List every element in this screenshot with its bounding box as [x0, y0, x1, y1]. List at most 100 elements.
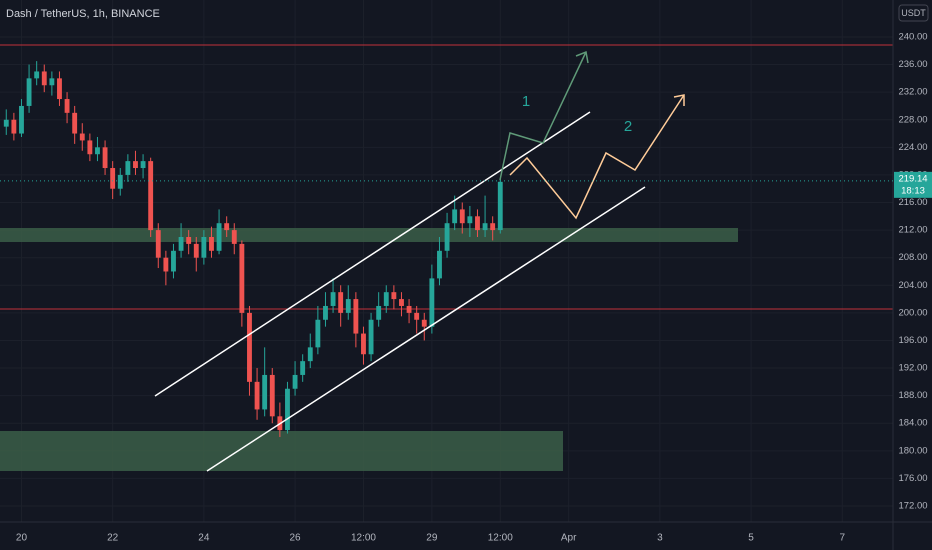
- candle-body: [269, 374, 275, 417]
- x-tick-label: 20: [16, 533, 28, 544]
- candle-body: [414, 312, 420, 320]
- y-tick-label: 200.00: [898, 307, 927, 318]
- candle-body: [231, 230, 237, 244]
- candle-body: [102, 147, 108, 169]
- x-tick-label: 22: [107, 533, 119, 544]
- channel-lower: [206, 186, 646, 472]
- candle-body: [361, 333, 366, 355]
- y-tick-label: 192.00: [898, 363, 927, 374]
- y-tick-label: 216.00: [898, 197, 927, 208]
- candle-body: [224, 223, 230, 231]
- x-tick-label: 12:00: [488, 533, 513, 544]
- projection-2: [509, 94, 685, 220]
- candle-body: [497, 181, 503, 231]
- candle-body: [34, 71, 40, 79]
- y-tick-label: 184.00: [898, 418, 927, 429]
- candle-body: [429, 278, 435, 327]
- y-tick-label: 232.00: [898, 87, 927, 98]
- x-tick-label: 24: [198, 533, 210, 544]
- x-tick-label: 5: [748, 533, 754, 544]
- candle-body: [49, 78, 55, 86]
- candle-body: [209, 236, 214, 251]
- candle-body: [41, 71, 47, 86]
- candle-body: [292, 374, 298, 389]
- candle-body: [482, 223, 488, 231]
- x-tick-label: Apr: [561, 533, 577, 544]
- axes: 172.00 176.00 180.00 184.00 188.00 192.00 196.…: [0, 31, 932, 544]
- candle-body: [19, 105, 24, 134]
- candle-body: [406, 305, 412, 313]
- channel-upper: [154, 111, 591, 397]
- y-tick-label: 208.00: [898, 252, 927, 263]
- candle-body: [391, 292, 397, 300]
- candle-body: [26, 78, 32, 106]
- candle-body: [262, 374, 268, 410]
- candle-body: [11, 119, 17, 134]
- y-tick-label: 204.00: [898, 280, 927, 291]
- candle-body: [285, 388, 290, 431]
- x-tick-label: 7: [839, 533, 845, 544]
- candle-body: [307, 347, 313, 362]
- candle-body: [193, 243, 199, 258]
- currency-badge[interactable]: [898, 4, 929, 22]
- candle-body: [87, 140, 93, 155]
- candle-body: [345, 299, 351, 313]
- y-tick-label: 172.00: [898, 501, 927, 512]
- candle-body: [421, 319, 427, 327]
- candle-body: [201, 236, 207, 258]
- demand-zone: [0, 431, 563, 471]
- last-price-badge: [894, 171, 932, 198]
- candle-body: [452, 209, 458, 224]
- y-tick-label: 180.00: [898, 445, 927, 456]
- y-tick-label: 224.00: [898, 142, 927, 153]
- candle-body: [117, 174, 123, 189]
- candle-body: [216, 223, 222, 251]
- candle-body: [3, 119, 9, 127]
- candle-body: [368, 319, 374, 355]
- candle-body: [459, 209, 465, 224]
- candle-body: [444, 223, 450, 251]
- candle-body: [254, 381, 260, 410]
- y-tick-label: 236.00: [898, 59, 927, 70]
- candle-body: [437, 250, 442, 279]
- x-tick-label: 3: [657, 533, 663, 544]
- candle-body: [57, 78, 62, 100]
- countdown-label: 18:13: [901, 185, 925, 196]
- candles: [3, 61, 503, 438]
- x-tick-label: 26: [290, 533, 302, 544]
- candle-body: [133, 161, 138, 169]
- projection-1: [499, 51, 587, 181]
- candle-body: [399, 299, 404, 306]
- candle-body: [155, 230, 161, 258]
- support-zone: [0, 228, 738, 242]
- candle-body: [239, 243, 245, 313]
- candle-body: [475, 216, 480, 231]
- annotation-label: 1: [522, 93, 530, 110]
- candle-body: [315, 319, 321, 348]
- candle-body: [178, 236, 184, 251]
- candle-body: [64, 99, 70, 113]
- candle-body: [300, 361, 306, 375]
- candle-body: [125, 161, 131, 175]
- candle-body: [247, 312, 252, 382]
- y-tick-label: 188.00: [898, 390, 927, 401]
- y-tick-label: 176.00: [898, 473, 927, 484]
- x-tick-label: 29: [426, 533, 438, 544]
- candle-body: [330, 292, 336, 306]
- candle-body: [140, 161, 146, 169]
- y-tick-label: 228.00: [898, 114, 927, 125]
- candle-body: [353, 299, 359, 334]
- y-tick-label: 240.00: [898, 31, 927, 42]
- candle-body: [148, 161, 154, 231]
- candle-body: [376, 305, 382, 320]
- candle-body: [72, 112, 78, 134]
- candle-body: [467, 216, 473, 224]
- candle-body: [79, 133, 85, 141]
- candle-body: [95, 147, 100, 155]
- currency-label: USDT: [901, 8, 926, 18]
- candle-body: [338, 292, 344, 313]
- x-tick-label: 12:00: [351, 533, 376, 544]
- candle-body: [171, 250, 176, 272]
